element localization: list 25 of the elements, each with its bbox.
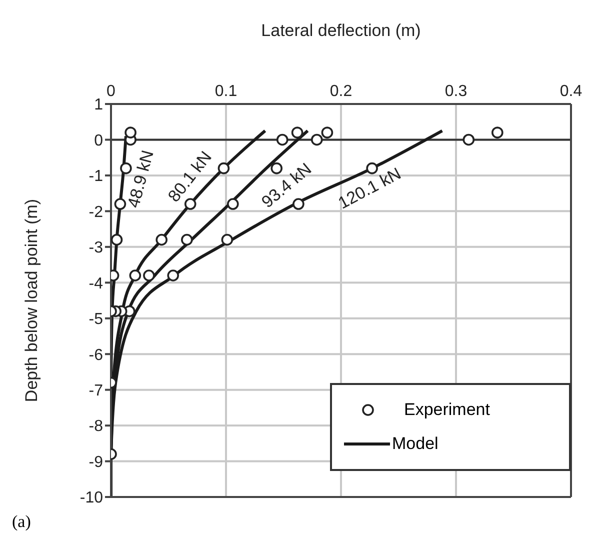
text: (a): [12, 512, 32, 532]
x-tick-label: 0: [106, 83, 116, 100]
x-tick-label: 0.1: [214, 83, 238, 100]
y-tick-label: -10: [80, 490, 104, 507]
y-tick-label: -8: [88, 418, 104, 436]
x-tick-label: 0.2: [330, 83, 352, 100]
annotation: Model: [392, 434, 438, 454]
y-tick-label: -5: [88, 311, 104, 328]
x-tick-label: 0.3: [444, 83, 468, 100]
y-tick-label: 0: [94, 132, 104, 150]
y-tick-label: -7: [88, 382, 104, 400]
y-tick-label: -9: [88, 454, 104, 471]
y-tick-label: -4: [88, 275, 104, 292]
y-tick-label: -6: [88, 346, 104, 364]
legend-label: Experiment: [404, 400, 490, 420]
y-tick-label: -2: [88, 204, 104, 221]
text: 120.1 kN: [335, 164, 404, 213]
x-axis-title: Lateral deflection (m): [261, 21, 421, 40]
y-axis-title: Depth below load point (m): [22, 198, 42, 402]
text: 48.9 kN: [124, 148, 158, 210]
x-tick-label: 0.4: [560, 83, 582, 100]
y-tick-label: -3: [88, 240, 104, 257]
y-tick-label: 1: [94, 96, 104, 114]
y-tick-label: -1: [88, 168, 104, 186]
text: 93.4 kN: [258, 159, 316, 212]
